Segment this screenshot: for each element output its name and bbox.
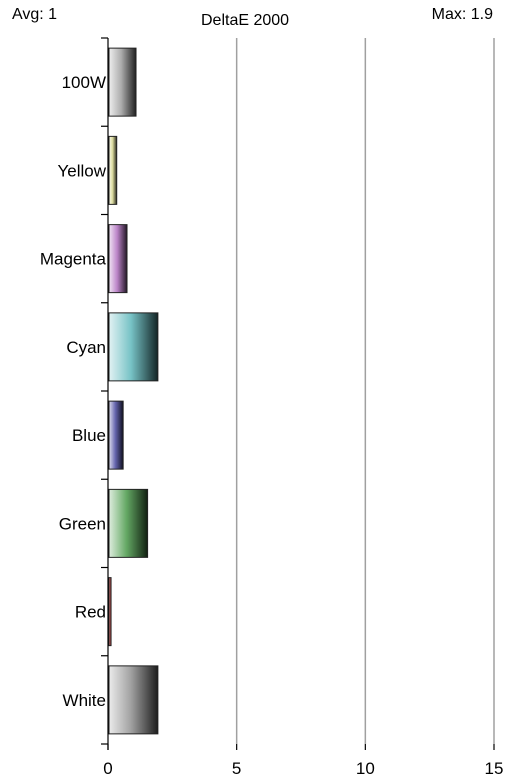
category-label: Cyan [66,338,106,357]
max-label: Max: 1.9 [431,6,493,23]
category-label: Red [75,603,106,622]
grid-lines [235,38,495,744]
category-label: Blue [72,426,106,445]
bar-cyan [108,312,159,382]
bar-red [108,577,112,647]
avg-label: Avg: 1 [12,6,58,23]
bar-magenta [108,224,128,294]
x-tick-label: 15 [485,759,504,778]
bar-blue [108,400,124,470]
category-label: Green [59,514,106,533]
x-tick-label: 10 [356,759,375,778]
category-label: 100W [62,73,106,92]
bar-group [108,47,159,735]
bar-green [108,488,149,558]
bar-100w [108,47,137,117]
category-label: Yellow [57,161,106,180]
bar-yellow [108,135,118,205]
x-tick-label: 5 [232,759,241,778]
bar-white [108,665,159,735]
chart-title: DeltaE 2000 [201,12,290,29]
category-label: Magenta [40,250,107,269]
axis: 100W Yellow Magenta Cyan Blue Green Red White 0 5… [40,37,504,778]
x-tick-label: 0 [103,759,112,778]
category-label: White [63,691,106,710]
